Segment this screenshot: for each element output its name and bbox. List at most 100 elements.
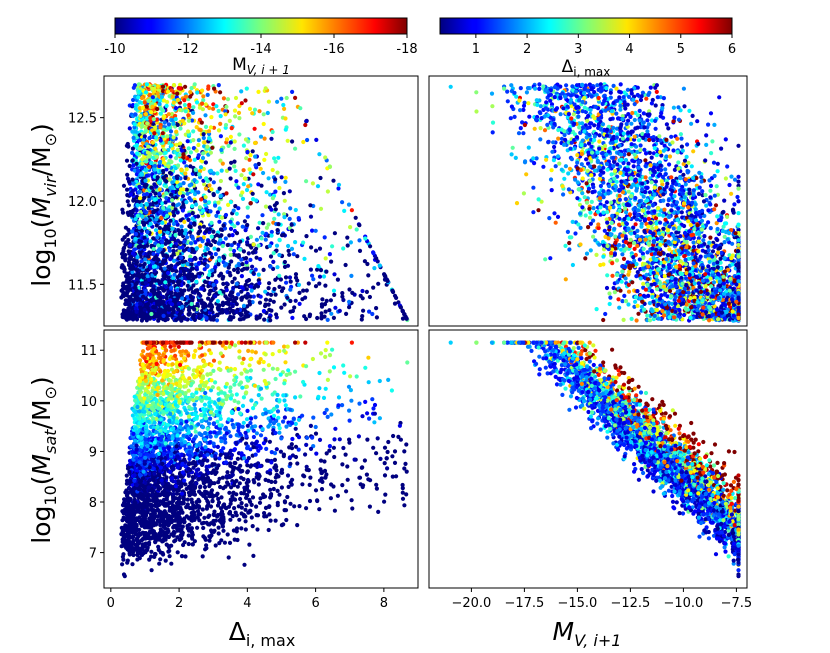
scatter-point bbox=[542, 128, 548, 133]
scatter-point bbox=[323, 256, 328, 261]
scatter-point bbox=[194, 279, 199, 284]
scatter-point bbox=[190, 189, 195, 194]
scatter-point bbox=[212, 246, 217, 251]
scatter-point bbox=[245, 149, 250, 155]
scatter-point bbox=[626, 118, 631, 123]
scatter-point bbox=[126, 237, 131, 243]
scatter-point bbox=[357, 223, 362, 228]
scatter-point bbox=[205, 179, 210, 184]
scatter-point bbox=[342, 208, 347, 213]
scatter-point bbox=[164, 103, 169, 108]
scatter-point bbox=[267, 281, 272, 286]
scatter-point bbox=[130, 158, 135, 163]
scatter-point bbox=[125, 232, 130, 237]
scatter-point bbox=[138, 263, 143, 268]
scatter-point bbox=[650, 226, 655, 231]
scatter-point bbox=[186, 118, 191, 123]
scatter-point bbox=[165, 213, 170, 218]
scatter-point bbox=[324, 298, 329, 303]
scatter-point bbox=[157, 262, 163, 268]
scatter-point bbox=[645, 250, 650, 255]
scatter-point bbox=[179, 168, 184, 173]
scatter-point bbox=[201, 224, 206, 229]
scatter-point bbox=[400, 308, 405, 313]
scatter-point bbox=[256, 272, 261, 277]
scatter-point bbox=[230, 279, 235, 285]
scatter-point bbox=[134, 309, 139, 314]
scatter-point bbox=[573, 177, 578, 182]
colorbar-tick-label: -18 bbox=[396, 42, 417, 57]
scatter-point bbox=[681, 161, 686, 167]
scatter-point bbox=[227, 118, 232, 123]
scatter-point bbox=[640, 187, 645, 192]
scatter-point bbox=[263, 297, 269, 302]
scatter-point bbox=[160, 243, 165, 248]
scatter-point bbox=[250, 264, 255, 269]
scatter-point bbox=[177, 279, 182, 284]
scatter-point bbox=[142, 226, 147, 231]
scatter-point bbox=[282, 259, 287, 265]
scatter-point bbox=[684, 154, 689, 159]
scatter-point bbox=[580, 109, 585, 114]
scatter-point bbox=[147, 250, 152, 255]
scatter-point bbox=[127, 251, 132, 256]
scatter-point bbox=[332, 231, 337, 236]
scatter-point bbox=[217, 258, 222, 263]
scatter-point bbox=[595, 209, 601, 214]
scatter-point bbox=[236, 292, 241, 297]
scatter-point bbox=[186, 276, 191, 281]
scatter-point bbox=[249, 284, 254, 289]
scatter-point bbox=[704, 142, 709, 147]
scatter-point bbox=[374, 306, 379, 311]
scatter-point bbox=[669, 192, 674, 197]
scatter-point bbox=[194, 125, 199, 130]
scatter-point bbox=[148, 292, 153, 297]
scatter-point bbox=[167, 248, 172, 253]
scatter-point bbox=[152, 208, 158, 213]
scatter-point bbox=[232, 240, 237, 245]
scatter-point bbox=[156, 290, 161, 295]
scatter-point bbox=[361, 308, 366, 313]
scatter-point bbox=[127, 283, 132, 288]
scatter-point bbox=[144, 159, 149, 164]
scatter-point bbox=[348, 225, 353, 230]
scatter-point bbox=[146, 254, 151, 259]
scatter-point bbox=[137, 100, 142, 105]
scatter-point bbox=[157, 246, 162, 251]
scatter-point bbox=[576, 171, 581, 176]
scatter-point bbox=[705, 244, 710, 249]
scatter-point bbox=[165, 89, 171, 94]
scatter-point bbox=[161, 205, 166, 210]
scatter-point bbox=[200, 155, 206, 161]
scatter-point bbox=[283, 179, 288, 184]
scatter-point bbox=[269, 292, 274, 297]
scatter-point bbox=[211, 125, 217, 130]
scatter-point bbox=[239, 89, 244, 94]
scatter-point bbox=[174, 269, 179, 274]
scatter-point bbox=[296, 216, 301, 221]
scatter-point bbox=[266, 286, 271, 291]
scatter-point bbox=[580, 121, 585, 126]
scatter-point bbox=[365, 261, 370, 267]
scatter-point bbox=[357, 248, 363, 253]
scatter-point bbox=[257, 281, 262, 286]
scatter-point bbox=[170, 184, 175, 190]
scatter-point bbox=[608, 117, 613, 122]
scatter-point bbox=[244, 156, 249, 161]
scatter-point bbox=[205, 92, 210, 97]
scatter-point bbox=[178, 126, 183, 131]
scatter-point bbox=[152, 89, 157, 94]
scatter-point bbox=[341, 246, 346, 251]
scatter-point bbox=[186, 217, 191, 222]
scatter-point bbox=[257, 109, 262, 114]
scatter-point bbox=[735, 194, 740, 200]
scatter-point bbox=[556, 136, 561, 141]
scatter-point bbox=[167, 240, 172, 245]
scatter-point bbox=[183, 228, 188, 233]
scatter-point bbox=[234, 309, 239, 314]
scatter-point bbox=[168, 133, 173, 139]
scatter-point bbox=[293, 298, 298, 303]
scatter-point bbox=[308, 203, 313, 208]
scatter-point bbox=[653, 103, 658, 108]
scatter-point bbox=[234, 211, 239, 216]
